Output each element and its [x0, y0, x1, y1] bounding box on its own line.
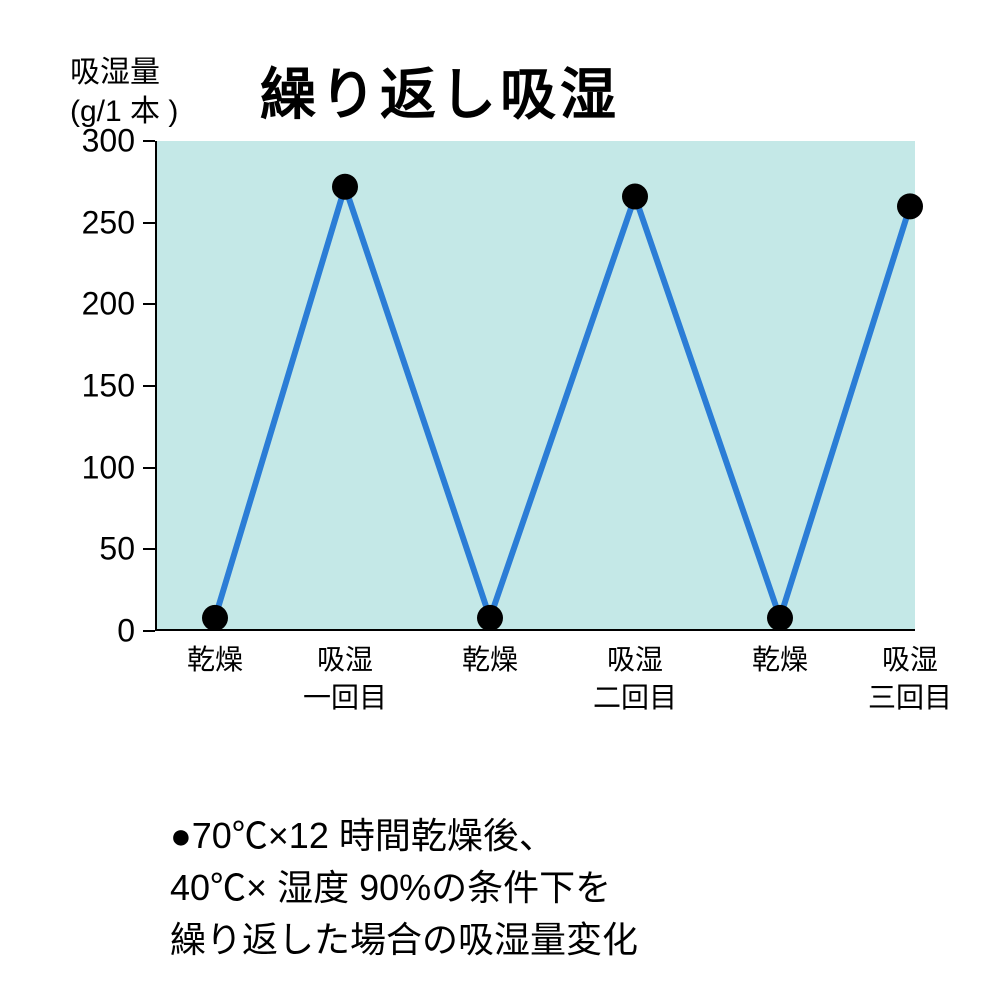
- data-marker: [202, 605, 228, 631]
- data-marker: [477, 605, 503, 631]
- chart-title: 繰り返し吸湿: [260, 50, 620, 131]
- x-tick-label: 吸湿 三回目: [868, 641, 952, 717]
- x-tick-label: 吸湿 一回目: [303, 641, 387, 717]
- footnote-text: ●70℃×12 時間乾燥後、 40℃× 湿度 90%の条件下を 繰り返した場合の…: [170, 810, 638, 967]
- x-tick-label: 吸湿 二回目: [593, 641, 677, 717]
- y-axis-label: 吸湿量 (g/1 本 ): [70, 53, 230, 131]
- data-marker: [332, 174, 358, 200]
- data-line: [215, 187, 910, 618]
- chart-svg: [70, 141, 915, 651]
- data-marker: [897, 193, 923, 219]
- data-marker: [622, 184, 648, 210]
- data-marker: [767, 605, 793, 631]
- chart: 050100150200250300乾燥吸湿 一回目乾燥吸湿 二回目乾燥吸湿 三…: [70, 141, 915, 731]
